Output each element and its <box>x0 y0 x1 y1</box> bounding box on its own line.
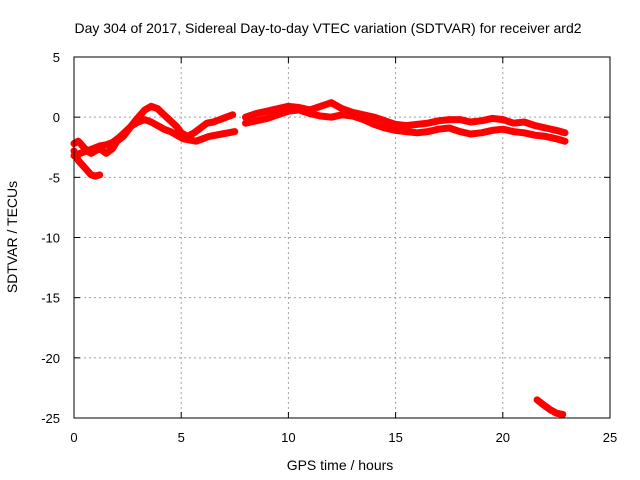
series-line-trace-3 <box>70 147 104 180</box>
x-tick-label: 10 <box>281 430 295 445</box>
x-tick-label: 25 <box>603 430 617 445</box>
y-tick-label: -25 <box>41 411 60 426</box>
x-tick-label: 0 <box>70 430 77 445</box>
series-line-trace-5 <box>242 106 569 145</box>
series-line-trace-2 <box>70 116 239 160</box>
y-tick-label: 0 <box>53 110 60 125</box>
x-tick-label: 5 <box>178 430 185 445</box>
y-tick-label: -5 <box>48 170 60 185</box>
y-tick-label: 5 <box>53 50 60 65</box>
y-tick-label: -20 <box>41 351 60 366</box>
axis-ticks <box>73 56 611 419</box>
x-tick-label: 15 <box>388 430 402 445</box>
data-series <box>70 99 569 418</box>
tick-labels: 0 5 10 15 20 25 5 0 -5 -10 -15 -20 -25 <box>41 50 617 445</box>
x-axis-label: GPS time / hours <box>287 457 394 473</box>
y-axis-label: SDTVAR / TECUs <box>4 181 20 293</box>
series-line-trace-6 <box>533 396 567 418</box>
x-tick-label: 20 <box>496 430 510 445</box>
y-tick-label: -15 <box>41 291 60 306</box>
chart-title: Day 304 of 2017, Sidereal Day-to-day VTE… <box>74 20 581 36</box>
y-tick-label: -10 <box>41 231 60 246</box>
